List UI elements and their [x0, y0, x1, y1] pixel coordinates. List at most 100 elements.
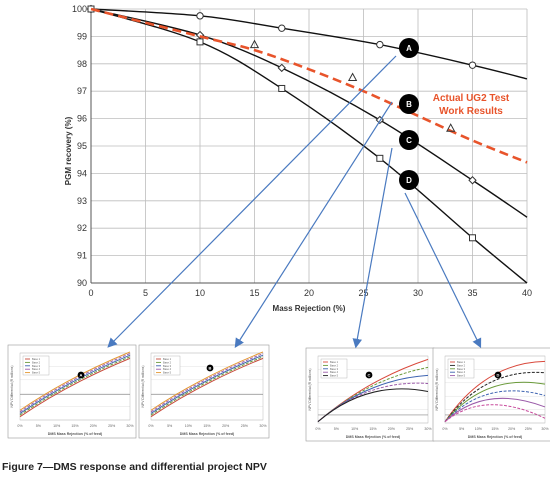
badge-circle — [399, 94, 419, 114]
panel-series-line — [444, 371, 546, 422]
panel-x-tick: 15% — [491, 427, 499, 431]
panel-x-title: DMS Mass Rejection (% of feed) — [346, 435, 401, 439]
panel-x-tick: 0% — [315, 427, 321, 431]
panel-badge — [206, 364, 214, 372]
legend-label: Base 5 — [330, 374, 339, 378]
point-marker — [347, 72, 358, 81]
point-marker — [376, 40, 384, 49]
panel-series-line — [19, 357, 131, 418]
panel-x-tick: 15% — [369, 427, 377, 431]
legend-label: Base 2 — [457, 363, 466, 367]
panel-plot-area — [150, 352, 264, 421]
y-tick-label: 93 — [77, 196, 87, 206]
badge-circle — [399, 38, 419, 58]
panel-badge-label: B — [209, 366, 212, 371]
x-tick-label: 40 — [522, 288, 532, 298]
panel-x-title: DMS Mass Rejection (% of feed) — [468, 435, 523, 439]
panel-x-title: DMS Mass Rejection (% of feed) — [48, 432, 103, 436]
legend-label: Base 2 — [32, 360, 41, 364]
link-arrow — [404, 192, 482, 349]
link-arrow — [234, 101, 393, 349]
legend-label: Base 4 — [163, 367, 172, 371]
legend-label: Base 2 — [163, 360, 172, 364]
panel-badge — [77, 371, 85, 379]
panel-badge — [494, 371, 502, 379]
legend-label: Base 1 — [457, 360, 466, 364]
x-tick-label: 35 — [467, 288, 477, 298]
badge-label: A — [406, 44, 412, 53]
panel-x-tick: 10% — [475, 427, 483, 431]
panel-series-line — [317, 388, 429, 423]
panel-x-tick: 15% — [71, 424, 79, 428]
panel-x-tick: 5% — [459, 427, 465, 431]
panel-series-line — [150, 357, 264, 418]
panel-x-tick: 30% — [541, 427, 549, 431]
panel-badge-label: D — [497, 373, 500, 378]
x-tick-label: 0 — [88, 288, 93, 298]
point-marker — [468, 61, 477, 69]
panel-plot-area — [444, 355, 546, 424]
panel-series-line — [19, 354, 131, 414]
series-line — [90, 7, 528, 164]
series-actual-ug2-test-work-results — [90, 7, 528, 164]
annotation-line-1: Actual UG2 Test — [433, 93, 510, 104]
panel-x-tick: 10% — [351, 427, 359, 431]
panel-x-tick: 30% — [424, 427, 432, 431]
panel-series-line — [150, 353, 264, 413]
point-marker — [278, 24, 286, 32]
y-tick-label: 91 — [77, 251, 87, 261]
panel-y-title: NPV Differential (R millions) — [308, 369, 312, 411]
panel-series-line — [150, 354, 264, 414]
panel-x-tick: 30% — [259, 424, 267, 428]
panel-x-tick: 25% — [108, 424, 116, 428]
legend-frame — [22, 355, 50, 376]
y-tick-label: 97 — [77, 86, 87, 96]
series-c — [87, 5, 528, 284]
panel-y-title: NPV Differential (R millions) — [10, 366, 14, 408]
panel-x-tick: 0% — [17, 424, 23, 428]
panel-plot-area — [317, 355, 429, 424]
panel-x-tick: 5% — [167, 424, 173, 428]
panel-series-line — [19, 353, 131, 413]
badge-a: A — [399, 38, 419, 58]
y-tick-label: 94 — [77, 168, 87, 178]
point-marker — [196, 12, 204, 20]
panel-badge-label: A — [80, 373, 83, 378]
panel-badge-label: C — [368, 373, 371, 378]
panel-x-tick: 20% — [388, 427, 396, 431]
panel-x-tick: 10% — [185, 424, 193, 428]
panel-series-line — [444, 360, 546, 422]
legend-label: Base 5 — [163, 371, 172, 375]
link-arrow — [107, 55, 397, 348]
panel-x-tick: 0% — [148, 424, 154, 428]
panel-x-tick: 10% — [53, 424, 61, 428]
y-tick-label: 98 — [77, 59, 87, 69]
y-tick-label: 99 — [77, 31, 87, 41]
badge-label: C — [406, 136, 412, 145]
link-arrows — [107, 55, 482, 349]
legend-label: Base 1 — [32, 357, 41, 361]
legend-label: Base 3 — [163, 364, 172, 368]
legend-label: Base 3 — [330, 367, 339, 371]
panel-x-tick: 0% — [442, 427, 448, 431]
x-tick-label: 15 — [249, 288, 259, 298]
legend-label: Base 4 — [32, 367, 41, 371]
panel-x-tick: 5% — [334, 427, 340, 431]
panel-x-tick: 20% — [508, 427, 516, 431]
point-marker — [468, 176, 477, 185]
y-tick-label: 100 — [72, 4, 87, 14]
panel-series-line — [444, 397, 546, 423]
legend-frame — [153, 355, 181, 376]
link-arrow — [352, 147, 393, 349]
x-tick-label: 20 — [304, 288, 314, 298]
panel-series-line — [444, 381, 546, 422]
panel-series-line — [150, 351, 264, 411]
panel-x-tick: 30% — [126, 424, 134, 428]
legend-label: Base 2 — [330, 363, 339, 367]
panel-series-line — [150, 356, 264, 416]
panel-x-tick: 15% — [203, 424, 211, 428]
